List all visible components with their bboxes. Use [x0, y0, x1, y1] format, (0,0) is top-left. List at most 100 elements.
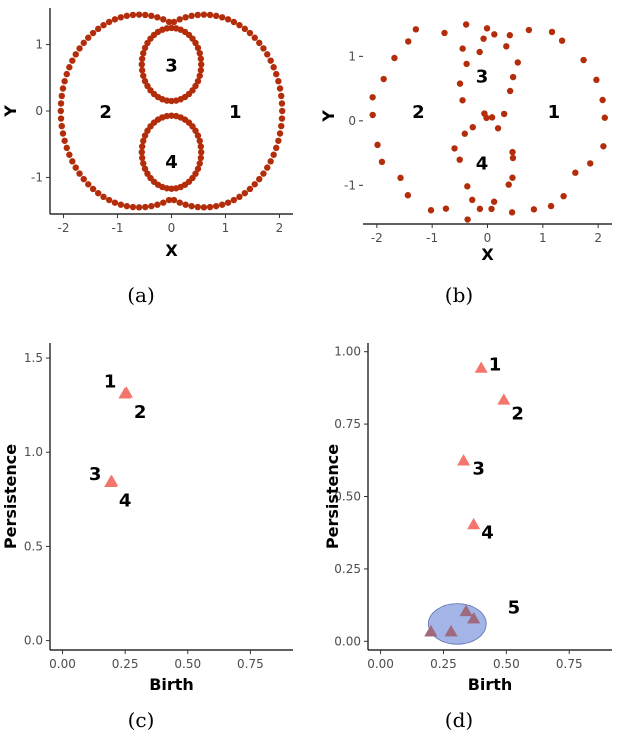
data-point: [451, 145, 458, 152]
data-point: [138, 55, 146, 62]
noise-point: [444, 625, 458, 637]
data-point: [182, 201, 189, 208]
data-point: [488, 205, 495, 213]
panel-a-scatter: -2 -1 0 1 2 -1 0 1 X Y 1 2 3 4: [1, 8, 293, 260]
data-point: [509, 174, 516, 181]
points-d: [424, 361, 511, 645]
data-point: [76, 45, 83, 52]
panel-c-persistence-diagram: 0.00 0.25 0.50 0.75 0.0 0.5 1.0 1.5 Birth Persist…: [1, 343, 293, 694]
data-point: [530, 206, 538, 213]
persistence-point: [474, 361, 488, 373]
data-point: [194, 44, 202, 52]
data-point: [442, 205, 450, 212]
data-point: [58, 92, 65, 100]
x-axis-title: Birth: [149, 675, 194, 694]
x-tick-label: -2: [58, 221, 70, 235]
data-point: [476, 48, 483, 56]
data-point: [142, 11, 149, 19]
y-tick-label: -1: [344, 178, 356, 192]
y-tick-label: 0.5: [24, 539, 43, 553]
data-point: [111, 199, 119, 206]
data-point: [196, 160, 203, 167]
data-point: [188, 12, 195, 20]
data-point: [170, 196, 178, 204]
region-label: 2: [99, 102, 112, 123]
point-label: 2: [511, 404, 524, 425]
data-point: [264, 164, 271, 171]
noise-point: [467, 612, 481, 624]
data-point: [412, 26, 420, 33]
data-point: [172, 25, 180, 32]
data-point: [85, 34, 92, 41]
data-point: [144, 127, 151, 134]
data-point: [57, 107, 64, 115]
data-point: [508, 209, 516, 216]
data-point: [397, 174, 404, 182]
data-point: [129, 11, 137, 19]
data-point: [76, 170, 83, 177]
data-point: [200, 11, 208, 18]
y-axis-title: Persistence: [323, 444, 342, 549]
y-tick-label: 0.25: [334, 562, 361, 576]
data-point: [138, 67, 146, 74]
data-point: [461, 130, 468, 137]
data-point: [194, 77, 202, 85]
data-point: [141, 132, 149, 139]
data-point: [462, 21, 470, 28]
persistence-point: [104, 475, 118, 488]
caption-a: (a): [127, 283, 155, 307]
data-point: [391, 54, 398, 62]
data-point: [279, 107, 286, 115]
x-tick-label: 2: [594, 231, 602, 245]
x-tick-label: 0.00: [49, 657, 76, 671]
data-point: [176, 199, 183, 206]
data-point: [144, 39, 151, 47]
data-point: [165, 18, 173, 26]
y-tick-label: 0: [35, 104, 43, 118]
data-point: [601, 114, 608, 121]
persistence-point: [118, 387, 132, 399]
data-point: [500, 110, 508, 118]
data-point: [547, 202, 555, 210]
y-axis-title: Y: [1, 105, 20, 118]
data-point: [251, 34, 258, 41]
x-tick-label: 0.75: [237, 657, 264, 671]
data-point: [224, 199, 232, 206]
data-point: [256, 39, 263, 47]
data-point: [587, 160, 594, 167]
x-axis-title: X: [165, 241, 178, 260]
data-point: [525, 26, 533, 34]
point-label: 1: [489, 354, 502, 375]
data-point: [276, 85, 284, 92]
x-tick-label: 0: [168, 221, 176, 235]
data-point: [456, 156, 463, 163]
data-point: [168, 185, 175, 192]
data-point: [182, 14, 189, 21]
data-point: [600, 143, 607, 150]
x-tick-label: 2: [276, 221, 284, 235]
point-label: 3: [89, 464, 102, 485]
data-point: [100, 193, 107, 201]
data-point: [463, 60, 470, 68]
data-point: [251, 181, 258, 188]
data-point: [160, 199, 167, 206]
y-tick-label: 0: [348, 114, 356, 128]
data-point: [140, 49, 147, 57]
x-tick-label: 0.50: [493, 657, 520, 671]
data-point: [273, 70, 280, 78]
data-point: [72, 164, 79, 171]
data-point: [224, 16, 232, 23]
data-point: [140, 137, 147, 145]
data-point: [140, 160, 147, 167]
data-point: [135, 11, 143, 18]
data-point: [505, 181, 512, 188]
points-a: [57, 11, 286, 211]
data-point: [198, 149, 205, 156]
data-point: [230, 18, 238, 26]
data-point: [66, 64, 73, 71]
data-point: [94, 189, 102, 197]
x-tick-label: 0.00: [367, 657, 394, 671]
data-point: [427, 207, 435, 214]
region-label: 2: [412, 102, 425, 123]
